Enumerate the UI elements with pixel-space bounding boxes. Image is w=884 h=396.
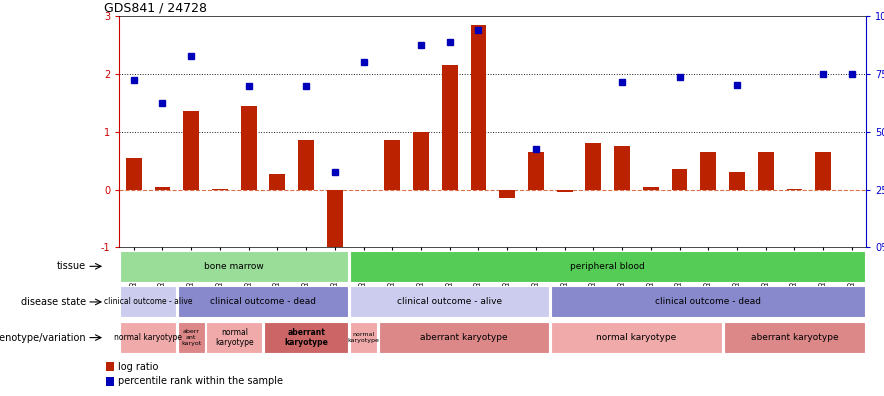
Text: tissue: tissue <box>57 261 86 271</box>
Text: bone marrow: bone marrow <box>204 262 264 271</box>
Bar <box>120 286 176 318</box>
Bar <box>106 377 114 386</box>
Bar <box>327 190 343 256</box>
Bar <box>557 190 573 192</box>
Bar <box>350 322 377 353</box>
Bar <box>126 158 141 190</box>
Bar <box>240 106 256 190</box>
Bar <box>106 362 114 371</box>
Text: normal
karyotype: normal karyotype <box>215 328 254 347</box>
Bar <box>499 190 515 198</box>
Bar <box>378 322 550 353</box>
Bar <box>614 146 630 190</box>
Bar <box>643 187 659 190</box>
Bar <box>672 169 688 190</box>
Text: aberrant karyotype: aberrant karyotype <box>751 333 838 342</box>
Text: log ratio: log ratio <box>118 362 159 372</box>
Text: percentile rank within the sample: percentile rank within the sample <box>118 376 284 386</box>
Bar <box>270 174 286 190</box>
Text: normal karyotype: normal karyotype <box>114 333 182 342</box>
Bar <box>298 140 314 190</box>
Bar <box>729 172 745 190</box>
Bar <box>350 251 865 282</box>
Text: clinical outcome - dead: clinical outcome - dead <box>210 297 316 307</box>
Text: disease state: disease state <box>21 297 86 307</box>
Bar <box>815 152 831 190</box>
Text: clinical outcome - alive: clinical outcome - alive <box>103 297 193 307</box>
Text: aberrant
karyotype: aberrant karyotype <box>284 328 328 347</box>
Text: clinical outcome - dead: clinical outcome - dead <box>655 297 761 307</box>
Bar <box>723 322 865 353</box>
Bar <box>120 322 176 353</box>
Bar <box>758 152 774 190</box>
Bar <box>178 322 205 353</box>
Bar <box>178 286 348 318</box>
Bar <box>413 131 429 190</box>
Text: genotype/variation: genotype/variation <box>0 333 86 343</box>
Bar <box>120 251 348 282</box>
Bar <box>263 322 348 353</box>
Bar <box>470 25 486 190</box>
Text: peripheral blood: peripheral blood <box>570 262 645 271</box>
Bar <box>700 152 716 190</box>
Bar <box>787 189 803 190</box>
Bar <box>442 65 458 190</box>
Bar <box>385 140 400 190</box>
Text: normal karyotype: normal karyotype <box>597 333 676 342</box>
Bar <box>350 286 550 318</box>
Bar <box>183 111 199 190</box>
Bar <box>551 322 722 353</box>
Bar <box>585 143 601 190</box>
Bar <box>528 152 544 190</box>
Bar <box>551 286 865 318</box>
Text: clinical outcome - alive: clinical outcome - alive <box>397 297 502 307</box>
Text: aberrant karyotype: aberrant karyotype <box>420 333 508 342</box>
Bar <box>212 189 228 190</box>
Text: GDS841 / 24728: GDS841 / 24728 <box>104 2 208 15</box>
Bar <box>155 187 171 190</box>
Text: aberr
ant
karyot: aberr ant karyot <box>181 329 202 346</box>
Text: normal
karyotype: normal karyotype <box>347 332 379 343</box>
Bar <box>206 322 263 353</box>
